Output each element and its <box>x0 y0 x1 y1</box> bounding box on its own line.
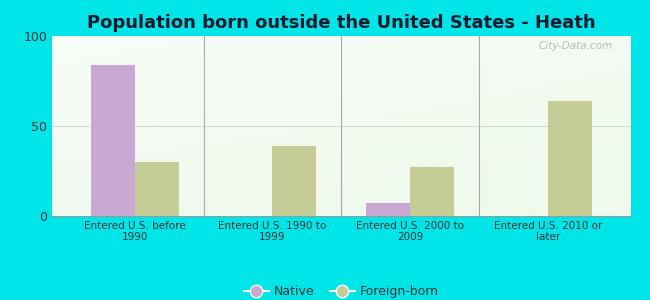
Legend: Native, Foreign-born: Native, Foreign-born <box>239 280 443 300</box>
Title: Population born outside the United States - Heath: Population born outside the United State… <box>87 14 595 32</box>
Bar <box>366 203 410 216</box>
Bar <box>135 162 179 216</box>
Bar <box>272 146 317 216</box>
Bar <box>90 65 135 216</box>
Bar <box>410 167 454 216</box>
Text: City-Data.com: City-Data.com <box>539 41 613 51</box>
Bar <box>548 101 592 216</box>
